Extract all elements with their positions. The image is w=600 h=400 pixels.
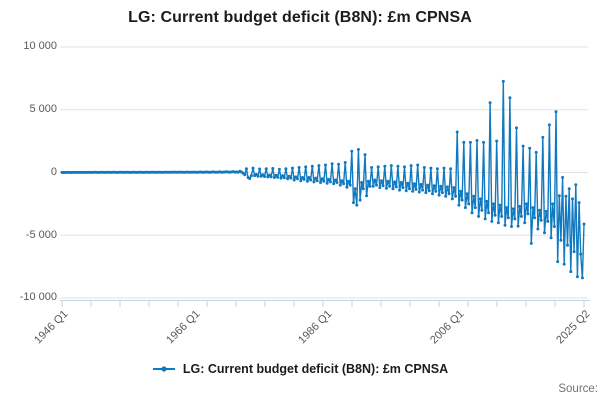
legend-line-marker-icon [152, 366, 175, 372]
y-tick-label: -10 000 [19, 291, 57, 303]
legend-label: LG: Current budget deficit (B8N): £m CPN… [182, 362, 449, 376]
legend[interactable]: LG: Current budget deficit (B8N): £m CPN… [0, 361, 600, 377]
y-tick-label: 5 000 [29, 103, 57, 115]
chart-title: LG: Current budget deficit (B8N): £m CPN… [128, 9, 472, 26]
y-tick-label: -5 000 [25, 229, 57, 241]
source-note: Source: [558, 383, 598, 395]
y-tick-label: 0 [50, 166, 57, 178]
y-tick-label: 10 000 [23, 40, 57, 52]
plot-area[interactable] [0, 0, 600, 345]
